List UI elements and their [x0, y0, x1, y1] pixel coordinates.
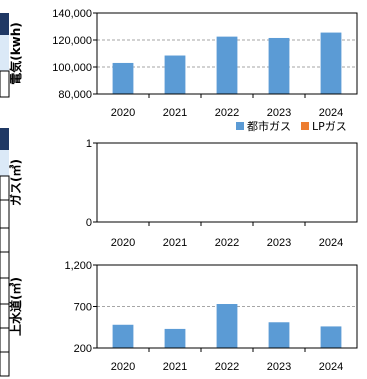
- x-tick-label: 2023: [267, 107, 291, 119]
- x-tick-label: 2022: [215, 361, 239, 373]
- y-tick-label: 200: [74, 343, 92, 355]
- bar: [320, 326, 342, 348]
- bar: [112, 324, 134, 348]
- x-tick-label: 2024: [319, 361, 343, 373]
- bar: [164, 55, 186, 94]
- y-axis-label: 上水道(㎥): [8, 277, 23, 336]
- legend-label: 都市ガス: [247, 119, 291, 133]
- legend-swatch: [301, 122, 309, 130]
- bar: [216, 304, 238, 348]
- y-tick-label: 140,000: [52, 8, 92, 20]
- charts-layer: 140,000 120,000 100,000 80,000 2020 2021 2022 2…: [8, 8, 358, 373]
- plot-area-border: [96, 142, 358, 223]
- x-tick-label: 2022: [215, 237, 239, 249]
- cropped-left-panel: [0, 13, 10, 377]
- bar: [268, 322, 290, 348]
- y-tick-label: 120,000: [52, 35, 92, 47]
- bar: [112, 62, 134, 94]
- x-tick-label: 2021: [163, 237, 187, 249]
- x-tick-label: 2024: [319, 107, 343, 119]
- x-tick-label: 2023: [267, 237, 291, 249]
- x-tick-label: 2021: [163, 107, 187, 119]
- bar: [268, 37, 290, 94]
- y-tick-label: 1: [86, 138, 92, 150]
- chart-2: 1 0 2020 2021 2022 2023 2024 ガス(㎥) 都市ガス LPガス: [8, 119, 358, 249]
- plot-area-border: [96, 264, 358, 349]
- y-tick-label: 80,000: [58, 89, 92, 101]
- y-tick-label: 0: [86, 217, 92, 229]
- legend-swatch: [236, 122, 244, 130]
- y-tick-label: 700: [74, 302, 92, 314]
- chart-1: 140,000 120,000 100,000 80,000 2020 2021 2022 2…: [8, 8, 358, 119]
- bar: [216, 36, 238, 94]
- x-tick-label: 2022: [215, 107, 239, 119]
- bar: [164, 328, 186, 348]
- x-tick-label: 2020: [111, 361, 135, 373]
- x-tick-label: 2020: [111, 107, 135, 119]
- x-tick-label: 2020: [111, 237, 135, 249]
- y-axis-label: ガス(㎥): [8, 159, 23, 206]
- y-tick-label: 1,200: [64, 260, 92, 272]
- legend-label: LPガス: [312, 120, 347, 133]
- x-tick-label: 2024: [319, 237, 343, 249]
- y-tick-label: 100,000: [52, 62, 92, 74]
- x-tick-label: 2021: [163, 361, 187, 373]
- plot-area-border: [96, 12, 358, 95]
- y-axis-label: 電気(kwh): [8, 22, 23, 85]
- chart-3: 1,200 700 200 2020 2021 2022 2023 2024 上水道(㎥): [8, 260, 358, 373]
- bar: [320, 32, 342, 94]
- x-tick-label: 2023: [267, 361, 291, 373]
